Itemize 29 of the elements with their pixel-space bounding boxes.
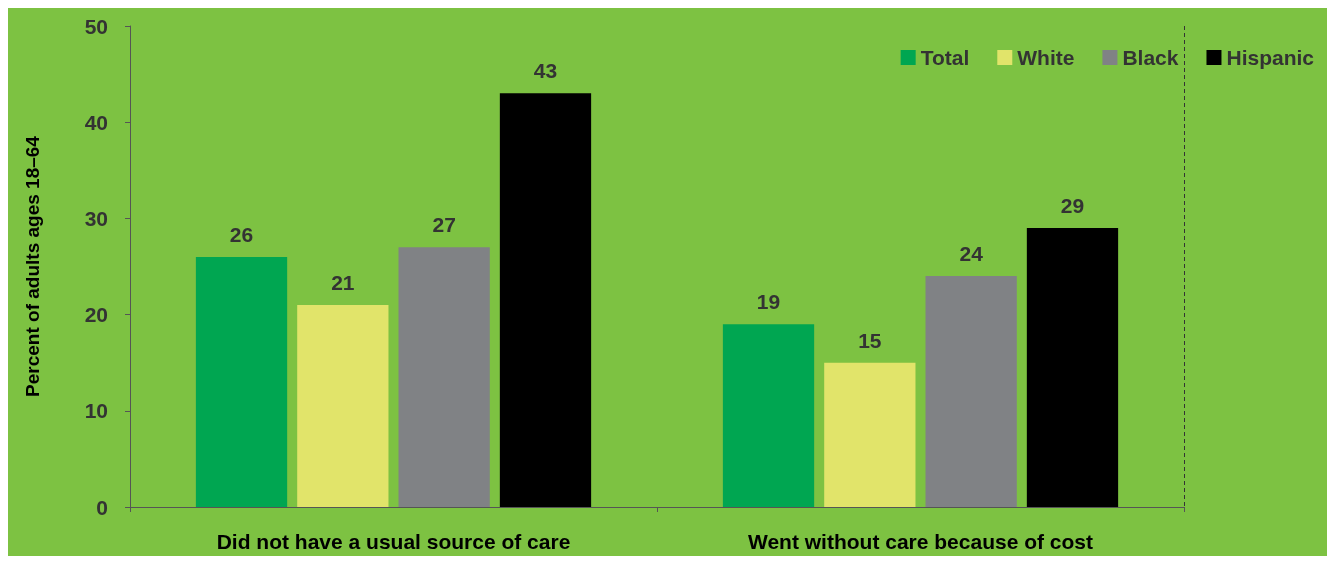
bar	[1026, 228, 1119, 507]
y-tick-label: 10	[84, 399, 108, 423]
bar	[824, 362, 916, 507]
y-tick-label: 20	[84, 303, 108, 327]
bar	[722, 324, 815, 507]
y-tick-label: 30	[84, 206, 108, 230]
data-label: 19	[756, 290, 781, 314]
legend-label: Black	[1122, 46, 1179, 69]
data-label: 15	[858, 328, 882, 352]
legend-label: Total	[920, 46, 970, 69]
data-label: 26	[229, 222, 254, 246]
data-label: 29	[1060, 194, 1085, 218]
legend-label: Hispanic	[1226, 46, 1315, 69]
bar	[398, 247, 490, 507]
bar	[499, 93, 592, 507]
bar	[195, 256, 288, 507]
y-axis-title: Percent of adults ages 18–64	[22, 135, 43, 397]
bar	[297, 304, 389, 507]
bar	[925, 276, 1017, 507]
data-label: 27	[432, 213, 456, 237]
y-tick-label: 40	[84, 110, 108, 134]
data-label: 24	[959, 242, 984, 266]
y-tick-label: 0	[96, 495, 108, 519]
data-label: 21	[331, 270, 355, 294]
legend-label: White	[1017, 46, 1075, 69]
data-label: 43	[533, 59, 558, 83]
y-tick-label: 50	[84, 14, 108, 38]
x-tick-label: Went without care because of cost	[747, 530, 1094, 553]
x-tick-label: Did not have a usual source of care	[216, 530, 571, 553]
